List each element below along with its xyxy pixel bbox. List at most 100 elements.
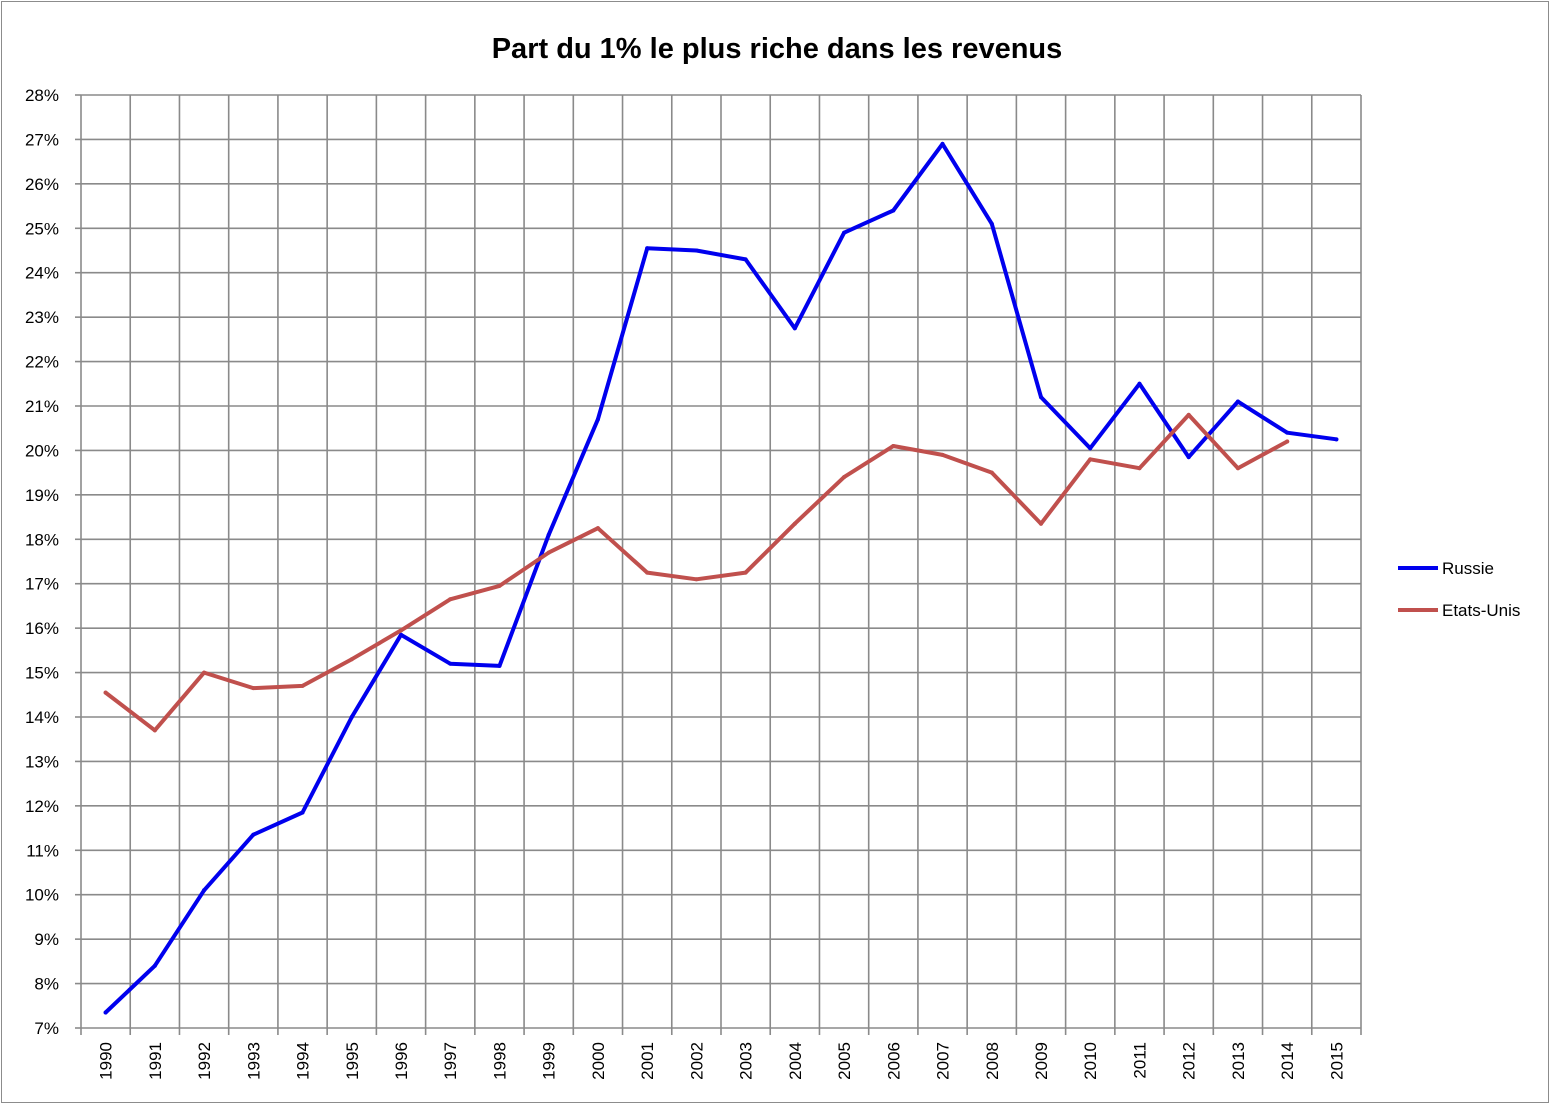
x-tick-label: 2003	[737, 1042, 756, 1080]
x-tick-label: 2012	[1180, 1042, 1199, 1080]
data-point	[103, 1010, 108, 1015]
y-tick-label: 28%	[25, 86, 59, 105]
data-point	[842, 230, 847, 235]
data-point	[595, 417, 600, 422]
data-point	[1235, 399, 1240, 404]
x-tick-label: 1994	[294, 1042, 313, 1080]
data-point	[694, 577, 699, 582]
data-point	[103, 690, 108, 695]
y-tick-label: 11%	[26, 841, 59, 860]
x-tick-label: 1995	[343, 1042, 362, 1080]
x-axis-ticks: 1990 1991 1992 1993 1994 1995 1996 1997 1998 1999…	[97, 1042, 1347, 1080]
series	[103, 141, 1339, 1015]
data-point	[497, 583, 502, 588]
y-axis-ticks: 7% 8% 9% 10% 11% 12% 13% 14% 15% 16% 17% 18% 19% 20% 2…	[25, 86, 59, 1038]
data-point	[989, 221, 994, 226]
x-tick-label: 2004	[786, 1042, 805, 1080]
series-line-etats-unis	[103, 412, 1290, 733]
y-tick-label: 8%	[34, 975, 59, 994]
y-tick-label: 16%	[25, 619, 59, 638]
data-point	[300, 810, 305, 815]
data-point	[743, 570, 748, 575]
data-point	[940, 452, 945, 457]
legend-label: Russie	[1442, 559, 1494, 578]
x-tick-label: 2015	[1327, 1042, 1346, 1080]
data-point	[1039, 395, 1043, 400]
data-point	[645, 246, 650, 251]
series-line-russie	[103, 141, 1339, 1015]
data-point	[1186, 412, 1191, 417]
data-point	[842, 475, 847, 480]
x-tick-label: 2000	[589, 1042, 608, 1080]
data-point	[989, 470, 994, 475]
y-tick-label: 10%	[25, 886, 59, 905]
x-tick-label: 1997	[441, 1042, 460, 1080]
data-point	[891, 443, 896, 448]
data-point	[152, 728, 157, 733]
data-point	[349, 715, 354, 719]
y-tick-label: 27%	[25, 130, 59, 149]
legend-label: Etats-Unis	[1442, 601, 1520, 620]
y-tick-label: 18%	[25, 530, 59, 549]
x-tick-label: 2005	[835, 1042, 854, 1080]
y-tick-label: 25%	[25, 219, 59, 238]
data-point	[1137, 466, 1142, 471]
data-point	[448, 597, 453, 602]
x-tick-label: 1998	[490, 1042, 509, 1080]
x-tick-label: 2013	[1229, 1042, 1248, 1080]
data-point	[399, 628, 403, 633]
x-tick-label: 2008	[983, 1042, 1002, 1080]
y-tick-label: 14%	[25, 708, 59, 727]
x-tick-label: 2009	[1032, 1042, 1051, 1080]
y-tick-label: 20%	[25, 441, 59, 460]
chart-title: Part du 1% le plus riche dans les revenu…	[492, 33, 1063, 65]
y-tick-label: 19%	[25, 486, 59, 505]
axes	[75, 94, 1362, 1035]
data-point	[1039, 521, 1043, 526]
y-tick-label: 23%	[25, 308, 59, 327]
data-point	[202, 888, 207, 893]
y-tick-label: 22%	[25, 353, 59, 372]
data-point	[940, 141, 945, 146]
y-tick-label: 7%	[34, 1019, 59, 1038]
y-tick-label: 15%	[25, 664, 59, 683]
data-point	[546, 532, 551, 537]
legend: Russie Etats-Unis	[1398, 559, 1520, 620]
data-point	[399, 632, 403, 637]
x-tick-label: 2002	[687, 1042, 706, 1080]
x-tick-label: 1990	[97, 1042, 116, 1080]
data-point	[202, 670, 207, 675]
x-tick-label: 2007	[934, 1042, 953, 1080]
y-tick-label: 21%	[25, 397, 59, 416]
data-point	[1186, 455, 1191, 460]
data-point	[1088, 457, 1093, 462]
y-tick-label: 26%	[25, 175, 59, 194]
x-tick-label: 2011	[1130, 1042, 1149, 1079]
data-point	[349, 657, 354, 662]
data-point	[694, 248, 699, 253]
x-tick-label: 1999	[540, 1042, 559, 1080]
data-point	[1088, 446, 1093, 451]
data-point	[448, 661, 453, 666]
data-point	[792, 326, 797, 331]
data-point	[497, 663, 502, 668]
data-point	[1334, 437, 1339, 442]
x-tick-label: 2014	[1278, 1042, 1297, 1080]
x-tick-label: 1993	[244, 1042, 263, 1080]
x-tick-label: 2006	[884, 1042, 903, 1080]
x-tick-label: 2010	[1081, 1042, 1100, 1080]
x-tick-label: 1996	[392, 1042, 411, 1080]
x-tick-label: 1992	[195, 1042, 214, 1080]
data-point	[300, 683, 305, 688]
data-point	[595, 526, 600, 531]
y-tick-label: 13%	[25, 752, 59, 771]
y-tick-label: 12%	[25, 797, 59, 816]
data-point	[792, 521, 797, 526]
data-point	[891, 208, 896, 213]
grid	[80, 94, 1362, 1029]
data-point	[152, 963, 157, 968]
data-point	[743, 257, 748, 262]
data-point	[251, 832, 256, 837]
